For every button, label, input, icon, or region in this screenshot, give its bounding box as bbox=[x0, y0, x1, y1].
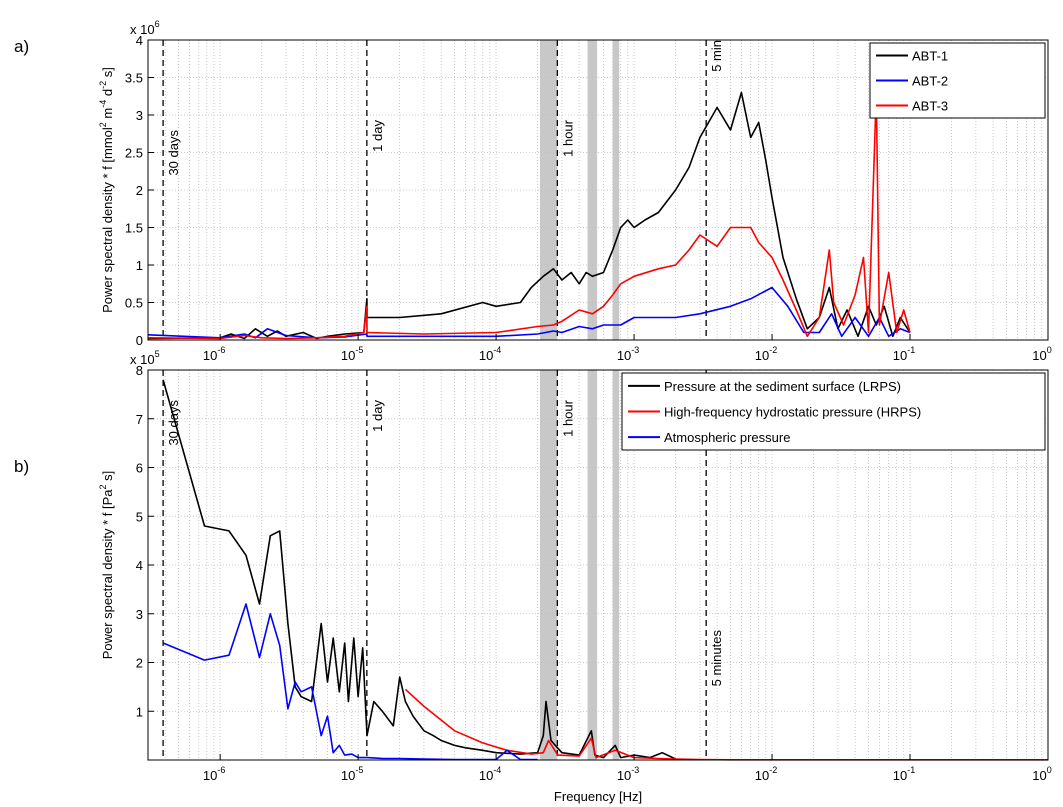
annotation-label: 30 days bbox=[166, 130, 181, 176]
shaded-band bbox=[539, 370, 558, 760]
y-multiplier: x 106 bbox=[130, 19, 160, 37]
y-tick-label: 0.5 bbox=[125, 296, 143, 311]
x-tick-label: 10-3 bbox=[617, 345, 639, 363]
annotation-label: 1 hour bbox=[560, 399, 575, 437]
chart-panel-b: b) 30 days 1 day 1 hour 5 minutes 10-6 10-5 10-… bbox=[14, 349, 1052, 804]
shaded-band bbox=[612, 370, 620, 760]
x-tick-label: 10-6 bbox=[203, 765, 225, 783]
x-tick-label: 100 bbox=[1032, 345, 1051, 363]
legend: Pressure at the sediment surface (LRPS) H… bbox=[621, 372, 1046, 451]
x-tick-label: 10-2 bbox=[755, 765, 777, 783]
series-line-1 bbox=[162, 379, 676, 760]
series-line-3 bbox=[147, 91, 911, 340]
legend-label: ABT-1 bbox=[912, 49, 948, 64]
y-tick-label: 4 bbox=[136, 33, 143, 48]
y-tick-label: 0 bbox=[136, 333, 143, 348]
y-tick-label: 1 bbox=[136, 704, 143, 719]
panel-label: a) bbox=[14, 37, 29, 56]
annotation-label: 30 days bbox=[166, 400, 181, 446]
shaded-band bbox=[612, 40, 620, 340]
y-tick-label: 1 bbox=[136, 258, 143, 273]
y-multiplier: x 105 bbox=[130, 349, 160, 367]
y-tick-label: 5 bbox=[136, 509, 143, 524]
y-tick-label: 3 bbox=[136, 108, 143, 123]
legend-label: ABT-3 bbox=[912, 99, 948, 114]
y-tick-label: 7 bbox=[136, 412, 143, 427]
y-tick-label: 3.5 bbox=[125, 71, 143, 86]
y-tick-label: 2.5 bbox=[125, 146, 143, 161]
x-tick-label: 10-5 bbox=[341, 345, 363, 363]
chart-panel-a: a) 30 days 1 day 1 hour 5 min 10-6 10-5 10-4 10-… bbox=[14, 19, 1052, 363]
series-line-3 bbox=[162, 603, 538, 761]
grid bbox=[147, 369, 1049, 760]
y-tick-label: 2 bbox=[136, 183, 143, 198]
y-tick-label: 1.5 bbox=[125, 221, 143, 236]
legend-box bbox=[621, 372, 1046, 451]
annotation-label: 1 day bbox=[370, 400, 385, 432]
annotation-label: 1 day bbox=[370, 120, 385, 152]
legend-label: Atmospheric pressure bbox=[664, 430, 790, 445]
shaded-band bbox=[539, 40, 558, 340]
legend: ABT-1 ABT-2 ABT-3 bbox=[869, 42, 1046, 119]
y-axis-label: Power spectral density * f [mmol2 m-4 d-… bbox=[98, 67, 115, 313]
x-tick-label: 10-6 bbox=[203, 345, 225, 363]
y-tick-label: 3 bbox=[136, 607, 143, 622]
x-tick-label: 10-4 bbox=[479, 345, 501, 363]
annotation-label: 1 hour bbox=[560, 119, 575, 157]
panel-label: b) bbox=[14, 457, 29, 476]
y-tick-label: 4 bbox=[136, 558, 143, 573]
legend-label: Pressure at the sediment surface (LRPS) bbox=[664, 379, 901, 394]
legend-label: ABT-2 bbox=[912, 74, 948, 89]
series-line-1 bbox=[147, 91, 911, 340]
x-tick-label: 100 bbox=[1032, 765, 1051, 783]
y-tick-label: 6 bbox=[136, 461, 143, 476]
x-tick-label: 10-5 bbox=[341, 765, 363, 783]
x-tick-label: 10-4 bbox=[479, 765, 501, 783]
x-tick-label: 10-3 bbox=[617, 765, 639, 783]
legend-label: High-frequency hydrostatic pressure (HRP… bbox=[664, 405, 921, 420]
x-tick-label: 10-2 bbox=[755, 345, 777, 363]
x-tick-label: 10-1 bbox=[893, 345, 915, 363]
y-tick-label: 2 bbox=[136, 656, 143, 671]
y-axis-label: Power spectral density * f [Pa2 s] bbox=[98, 471, 115, 660]
y-tick-label: 8 bbox=[136, 363, 143, 378]
annotation-label: 5 minutes bbox=[709, 630, 724, 687]
x-axis-label: Frequency [Hz] bbox=[554, 789, 642, 804]
annotation-label: 5 min bbox=[709, 40, 724, 72]
x-tick-label: 10-1 bbox=[893, 765, 915, 783]
